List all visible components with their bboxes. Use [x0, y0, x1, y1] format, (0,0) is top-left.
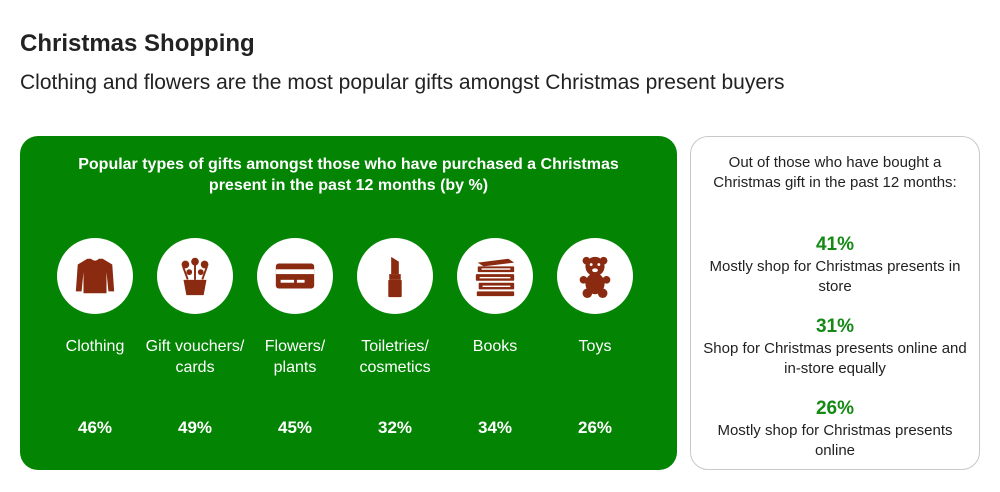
- teddy-bear-icon: [557, 238, 633, 314]
- gift-item: Clothing 46%: [45, 238, 145, 437]
- page-title: Christmas Shopping: [20, 30, 255, 57]
- shopping-habits-panel: Out of those who have bought a Christmas…: [690, 136, 980, 470]
- gift-label: Flowers/ plants: [264, 338, 326, 376]
- stat-value: 31%: [815, 316, 855, 337]
- gift-types-panel: Popular types of gifts amongst those who…: [20, 136, 677, 470]
- page-subtitle: Clothing and flowers are the most popula…: [20, 71, 785, 94]
- sweater-icon: [57, 238, 133, 314]
- gift-percentage: 49%: [177, 418, 213, 437]
- card-icon: [257, 238, 333, 314]
- gift-item: Toys 26%: [545, 238, 645, 437]
- flower-pot-icon: [157, 238, 233, 314]
- gift-label: Toiletries/ cosmetics: [359, 338, 431, 376]
- gift-label: Toys: [578, 338, 612, 355]
- stat-equal: 31% Shop for Christmas presents online a…: [701, 315, 969, 379]
- gift-item: Toiletries/ cosmetics 32%: [345, 238, 445, 437]
- gift-label: Clothing: [65, 338, 125, 355]
- gift-percentage: 34%: [477, 418, 513, 437]
- lipstick-icon: [357, 238, 433, 314]
- gift-types-heading: Popular types of gifts amongst those who…: [78, 156, 619, 194]
- gift-percentage: 32%: [377, 418, 413, 437]
- gift-item: Books 34%: [445, 238, 545, 437]
- books-icon: [457, 238, 533, 314]
- stat-online: 26% Mostly shop for Christmas presents o…: [701, 397, 969, 461]
- stat-value: 41%: [815, 234, 855, 255]
- gift-item: Flowers/ plants 45%: [245, 238, 345, 437]
- gift-item: Gift vouchers/ cards 49%: [145, 238, 245, 437]
- shopping-habits-heading: Out of those who have bought a Christmas…: [713, 154, 957, 191]
- stat-value: 26%: [815, 398, 855, 419]
- gift-label: Books: [472, 338, 518, 355]
- stat-description: Mostly shop for Christmas presents onlin…: [717, 422, 953, 459]
- gift-percentage: 46%: [77, 418, 113, 437]
- gift-label: Gift vouchers/ cards: [145, 338, 245, 376]
- stat-description: Shop for Christmas presents online and i…: [703, 340, 967, 377]
- stat-description: Mostly shop for Christmas presents in st…: [709, 258, 961, 295]
- gift-percentage: 26%: [577, 418, 613, 437]
- gift-percentage: 45%: [277, 418, 313, 437]
- stat-in-store: 41% Mostly shop for Christmas presents i…: [701, 233, 969, 297]
